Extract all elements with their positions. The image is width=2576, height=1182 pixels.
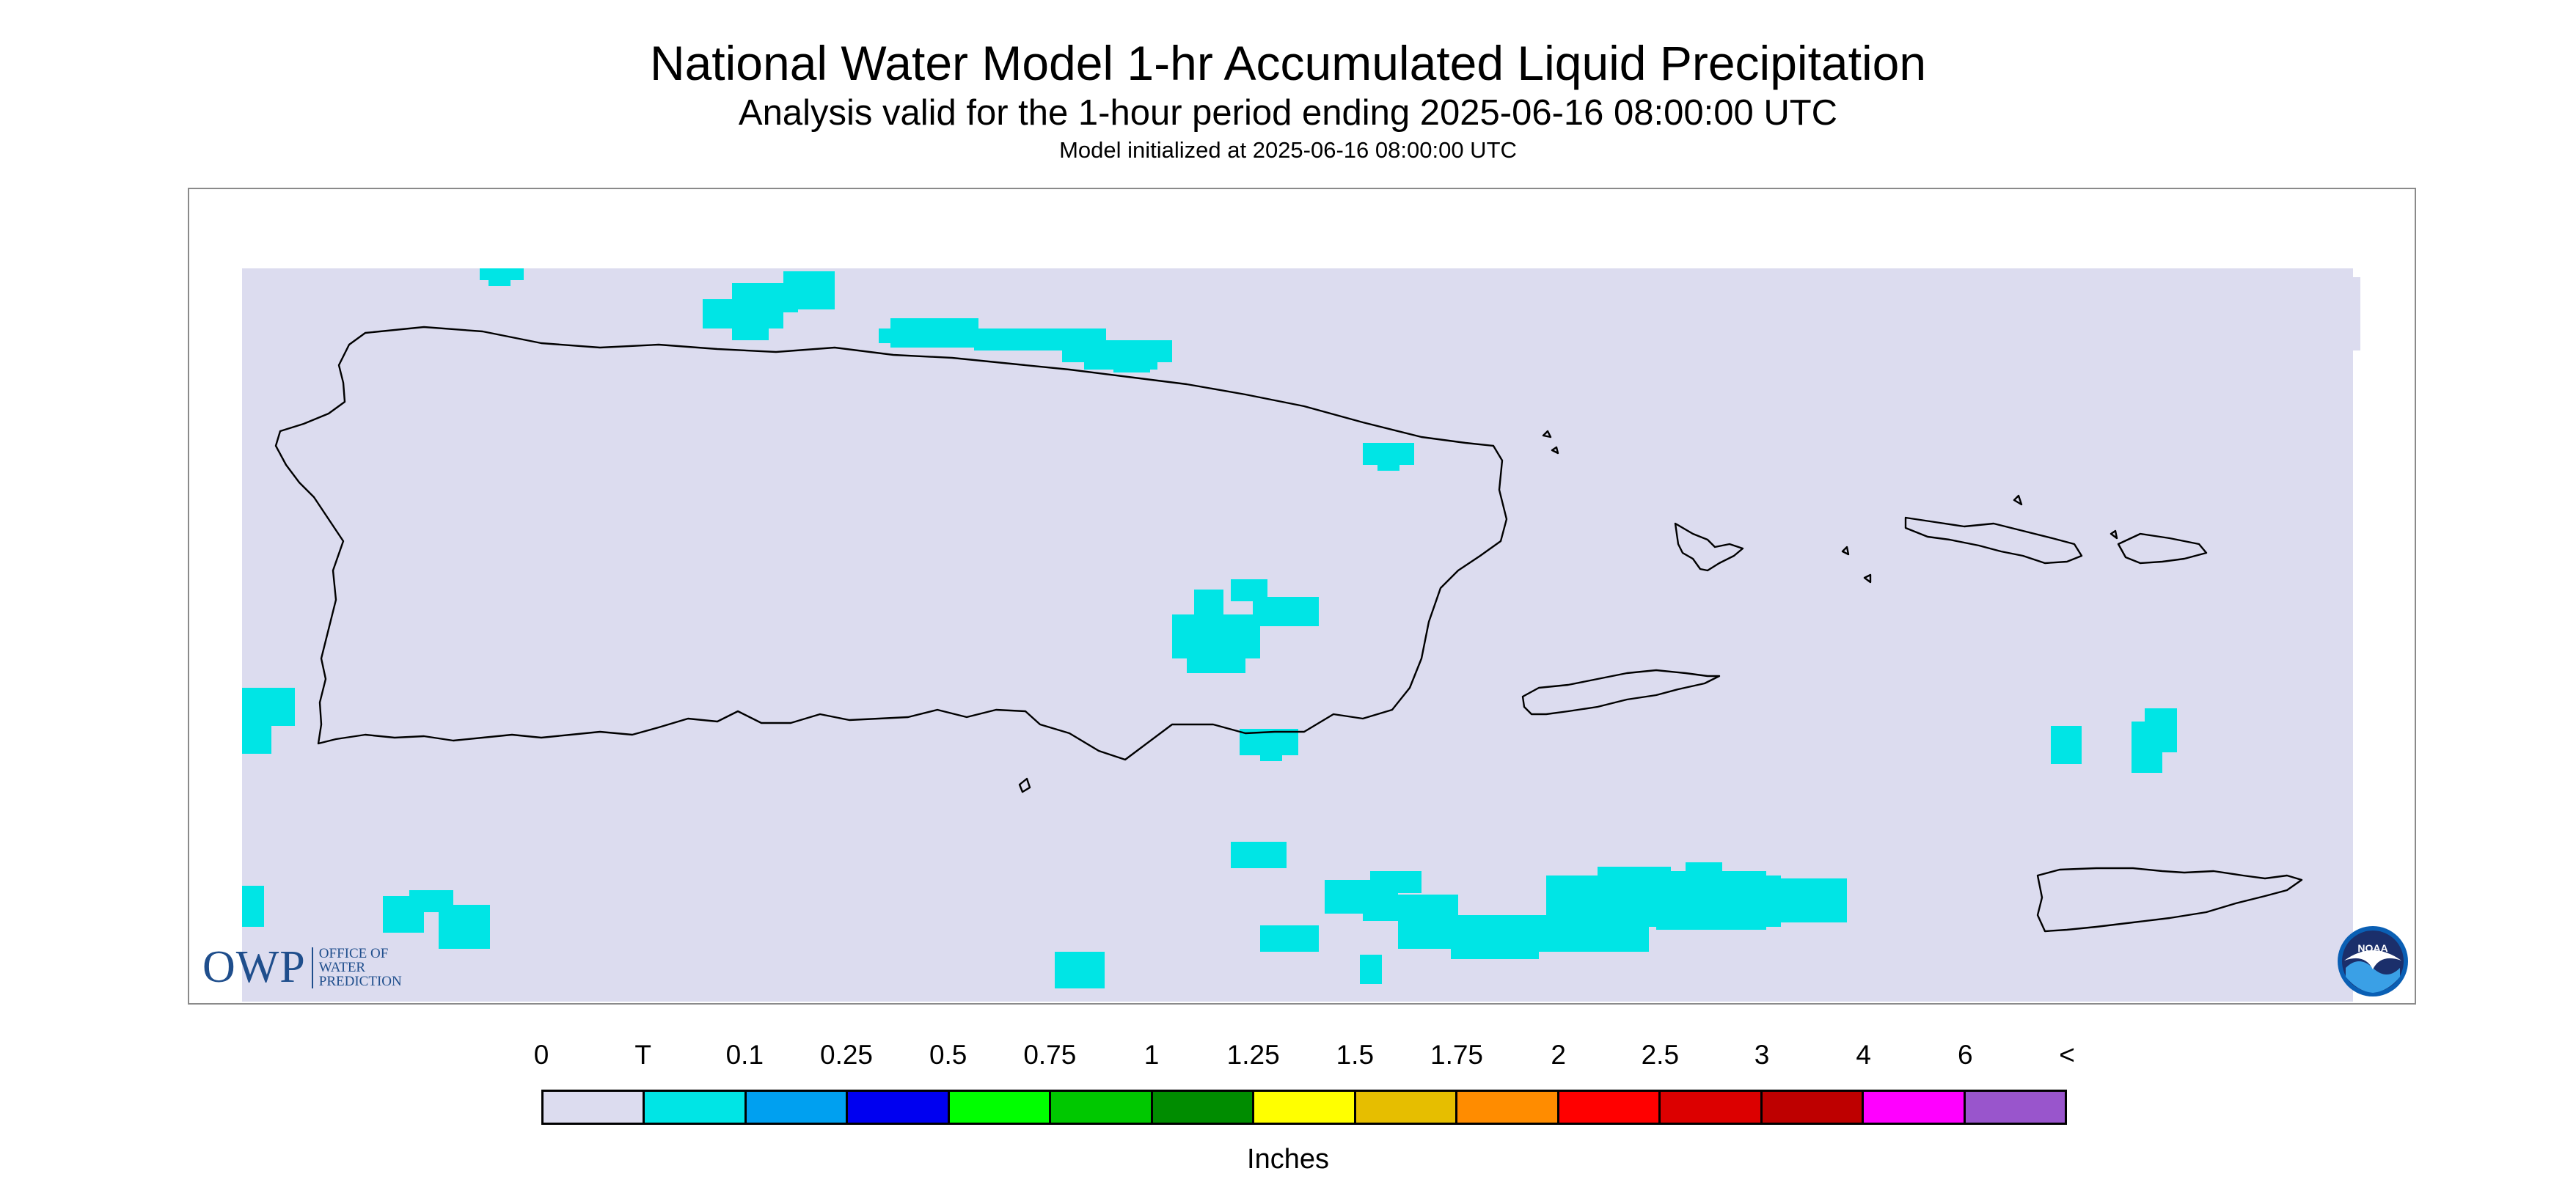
colorbar-cell bbox=[1355, 1092, 1458, 1123]
legend-units-label: Inches bbox=[1247, 1144, 1329, 1175]
precip-colorbar bbox=[541, 1090, 2067, 1125]
st-thomas-st-john-coastline bbox=[1904, 516, 2208, 565]
colorbar-cell bbox=[746, 1092, 849, 1123]
owp-logo-line: OFFICE OF bbox=[318, 946, 389, 961]
owp-logo-line: WATER bbox=[318, 960, 366, 975]
legend-tick-label: 3 bbox=[1754, 1040, 1770, 1070]
legend-tick-label: 1.5 bbox=[1336, 1040, 1375, 1070]
colorbar-cell bbox=[544, 1092, 645, 1123]
legend-tick-label: 1.25 bbox=[1226, 1040, 1280, 1070]
culebra-coastline bbox=[1674, 522, 1744, 572]
map-panel: OWP OFFICE OF WATER PREDICTION NOAA bbox=[188, 188, 2416, 1005]
owp-logo-divider bbox=[311, 947, 313, 988]
colorbar-cell bbox=[1965, 1092, 2065, 1123]
chart-title: National Water Model 1-hr Accumulated Li… bbox=[649, 36, 1927, 90]
colorbar-cell bbox=[1152, 1092, 1255, 1123]
st-croix-coastline bbox=[2036, 867, 2303, 933]
legend-tick-label: 1.75 bbox=[1430, 1040, 1484, 1070]
precipitation-map bbox=[242, 268, 2360, 1002]
legend-tick-label: < bbox=[2059, 1040, 2075, 1070]
legend-tick-label: 0.75 bbox=[1023, 1040, 1077, 1070]
owp-logo: OWP OFFICE OF WATER PREDICTION bbox=[202, 941, 402, 994]
owp-logo-text: OFFICE OF WATER PREDICTION bbox=[319, 947, 402, 988]
colorbar-cell bbox=[848, 1092, 950, 1123]
noaa-logo: NOAA bbox=[2338, 926, 2408, 996]
legend-tick-label: T bbox=[634, 1040, 651, 1070]
legend-tick-label: 6 bbox=[1958, 1040, 1973, 1070]
colorbar-cell bbox=[1762, 1092, 1865, 1123]
colorbar-cell bbox=[949, 1092, 1052, 1123]
legend-tick-label: 0 bbox=[533, 1040, 549, 1070]
colorbar-cell bbox=[1661, 1092, 1763, 1123]
legend-tick-label: 0.5 bbox=[929, 1040, 967, 1070]
legend-tick-label: 0.1 bbox=[725, 1040, 764, 1070]
colorbar-cell bbox=[1864, 1092, 1966, 1123]
coastlines bbox=[274, 326, 2303, 933]
owp-logo-letters: OWP bbox=[202, 942, 306, 992]
noaa-logo-text: NOAA bbox=[2357, 942, 2387, 954]
legend-tick-label: 2.5 bbox=[1641, 1040, 1680, 1070]
legend-tick-label: 2 bbox=[1551, 1040, 1566, 1070]
small-islets bbox=[1542, 430, 2118, 584]
colorbar-cell bbox=[1254, 1092, 1356, 1123]
puerto-rico-coastline bbox=[274, 326, 1508, 761]
precip-cells bbox=[242, 268, 2177, 988]
legend-tick-label: 4 bbox=[1856, 1040, 1871, 1070]
legend-tick-label: 0.25 bbox=[819, 1040, 874, 1070]
model-init-line: Model initialized at 2025-06-16 08:00:00… bbox=[1059, 137, 1517, 163]
vieques-coastline bbox=[1521, 669, 1721, 716]
legend-tick-label: 1 bbox=[1144, 1040, 1160, 1070]
owp-logo-line: PREDICTION bbox=[318, 974, 402, 989]
domain-edge-notch bbox=[2353, 277, 2360, 350]
analysis-period-subtitle: Analysis valid for the 1-hour period end… bbox=[738, 93, 1838, 133]
model-domain-fill bbox=[242, 268, 2353, 1002]
colorbar-cell bbox=[1457, 1092, 1559, 1123]
caja-de-muertos-coastline bbox=[1018, 777, 1031, 793]
colorbar-cell bbox=[1051, 1092, 1153, 1123]
colorbar-cell bbox=[1559, 1092, 1661, 1123]
colorbar-cell bbox=[645, 1092, 747, 1123]
